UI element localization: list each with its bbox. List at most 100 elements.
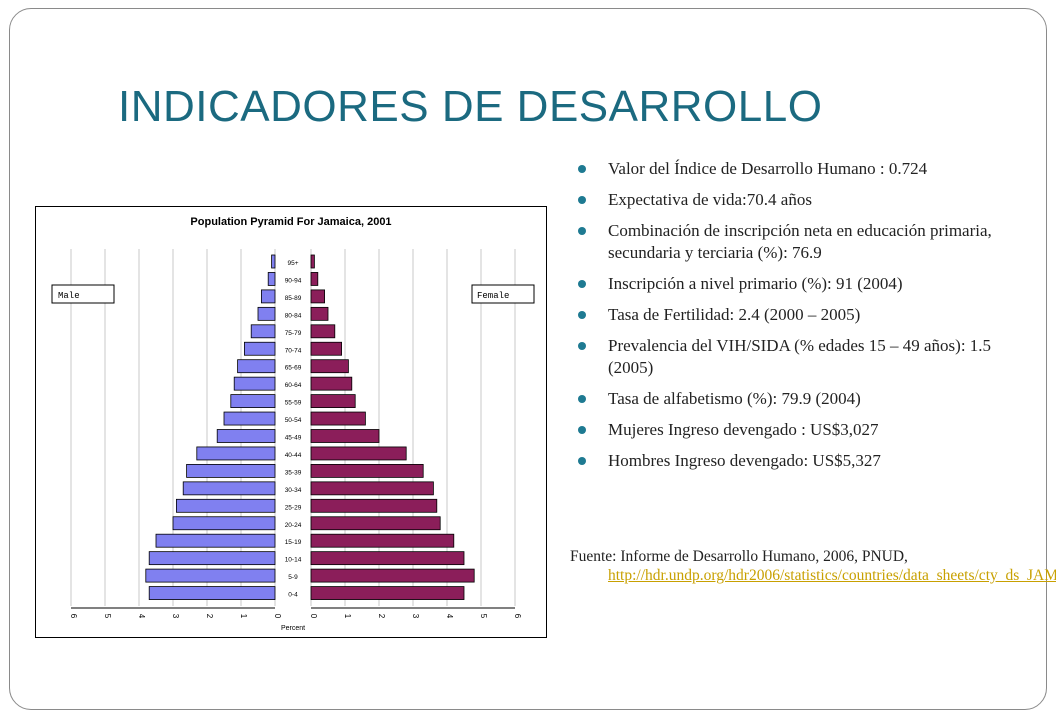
female-bar bbox=[310, 568, 475, 583]
female-bar bbox=[310, 341, 343, 356]
list-item: Tasa de Fertilidad: 2.4 (2000 – 2005) bbox=[570, 304, 1010, 326]
list-item: Prevalencia del VIH/SIDA (% edades 15 – … bbox=[570, 335, 1010, 379]
indicator-list: Valor del Índice de Desarrollo Humano : … bbox=[570, 158, 1010, 481]
bullet-icon bbox=[578, 342, 586, 350]
list-item: Hombres Ingreso devengado: US$5,327 bbox=[570, 450, 1010, 472]
male-bar bbox=[267, 272, 276, 286]
male-tick-label: 6 bbox=[69, 614, 78, 619]
legend-female-box bbox=[471, 284, 535, 304]
age-label: 10-14 bbox=[285, 557, 302, 564]
legend-male-label: Male bbox=[58, 291, 80, 301]
source-link[interactable]: http://hdr.undp.org/hdr2006/statistics/c… bbox=[608, 567, 1056, 584]
male-tick-label: 5 bbox=[103, 614, 112, 619]
male-bar bbox=[260, 289, 276, 304]
female-bar bbox=[310, 446, 407, 461]
age-label: 90-94 bbox=[285, 277, 302, 284]
age-label: 65-69 bbox=[285, 365, 302, 372]
male-bar bbox=[175, 498, 276, 513]
bullet-icon bbox=[578, 395, 586, 403]
male-tick-label: 0 bbox=[273, 614, 282, 619]
list-item: Mujeres Ingreso devengado : US$3,027 bbox=[570, 419, 1010, 441]
list-item: Inscripción a nivel primario (%): 91 (20… bbox=[570, 273, 1010, 295]
age-label: 95+ bbox=[287, 260, 298, 267]
female-bar bbox=[310, 586, 465, 600]
bullet-icon bbox=[578, 227, 586, 235]
female-bar bbox=[310, 516, 441, 531]
female-tick-label: 6 bbox=[513, 614, 522, 619]
age-label: 85-89 bbox=[285, 295, 302, 302]
x-axis-label: Percent bbox=[281, 625, 305, 632]
male-tick-label: 4 bbox=[137, 614, 146, 619]
female-tick-label: 1 bbox=[343, 614, 352, 619]
list-item: Tasa de alfabetismo (%): 79.9 (2004) bbox=[570, 388, 1010, 410]
age-label: 0-4 bbox=[288, 592, 298, 599]
female-bar bbox=[310, 359, 349, 374]
female-bar bbox=[310, 498, 438, 513]
female-bar bbox=[310, 394, 356, 409]
male-bar bbox=[257, 306, 276, 321]
female-bar bbox=[310, 376, 353, 391]
male-bar bbox=[243, 341, 276, 356]
male-bar bbox=[233, 376, 276, 391]
female-bar bbox=[310, 306, 329, 321]
age-label: 25-29 bbox=[285, 504, 302, 511]
female-tick-label: 3 bbox=[411, 614, 420, 619]
female-bar bbox=[310, 551, 465, 566]
list-item: Expectativa de vida:70.4 años bbox=[570, 189, 1010, 211]
bullet-icon bbox=[578, 311, 586, 319]
male-bar bbox=[223, 411, 276, 426]
bullet-icon bbox=[578, 426, 586, 434]
male-bar bbox=[145, 568, 276, 583]
source-prefix: Fuente: Informe de Desarrollo Humano, 20… bbox=[570, 548, 908, 565]
bullet-icon bbox=[578, 165, 586, 173]
age-label: 80-84 bbox=[285, 312, 302, 319]
slide-title: INDICADORES DE DESARROLLO bbox=[118, 82, 823, 131]
age-label: 60-64 bbox=[285, 382, 302, 389]
age-label: 40-44 bbox=[285, 452, 302, 459]
age-label: 5-9 bbox=[288, 574, 298, 581]
population-pyramid-chart: Population Pyramid For Jamaica, 2001 95+ 9… bbox=[35, 206, 547, 638]
list-item: Valor del Índice de Desarrollo Humano : … bbox=[570, 158, 1010, 180]
age-label: 20-24 bbox=[285, 522, 302, 529]
male-bar bbox=[271, 254, 276, 269]
female-bar bbox=[310, 272, 319, 286]
female-bar bbox=[310, 533, 455, 548]
female-tick-label: 4 bbox=[445, 614, 454, 619]
female-tick-label: 5 bbox=[479, 614, 488, 619]
male-bar bbox=[250, 324, 276, 339]
male-bar bbox=[172, 516, 276, 531]
age-label: 70-74 bbox=[285, 347, 302, 354]
female-bar bbox=[310, 254, 315, 269]
male-tick-label: 3 bbox=[171, 614, 180, 619]
male-bar bbox=[216, 429, 276, 443]
pyramid-svg: Population Pyramid For Jamaica, 2001 95+ 9… bbox=[51, 216, 535, 632]
age-label: 50-54 bbox=[285, 417, 302, 424]
list-item: Combinación de inscripción neta en educa… bbox=[570, 220, 1010, 264]
bullet-icon bbox=[578, 457, 586, 465]
legend-male-box bbox=[51, 284, 115, 304]
bullet-icon bbox=[578, 196, 586, 204]
male-bar bbox=[148, 551, 276, 566]
male-bar bbox=[230, 394, 276, 409]
chart-title: Population Pyramid For Jamaica, 2001 bbox=[190, 216, 391, 228]
age-label: 30-34 bbox=[285, 487, 302, 494]
bullet-icon bbox=[578, 280, 586, 288]
male-bar bbox=[182, 481, 276, 496]
female-bar bbox=[310, 289, 326, 304]
age-label: 45-49 bbox=[285, 435, 302, 442]
male-bar bbox=[155, 533, 276, 548]
age-label: 55-59 bbox=[285, 400, 302, 407]
legend-female-label: Female bbox=[477, 291, 509, 301]
female-bar bbox=[310, 324, 336, 339]
age-label: 15-19 bbox=[285, 539, 302, 546]
male-bar bbox=[148, 586, 276, 600]
female-tick-label: 0 bbox=[309, 614, 318, 619]
female-bar bbox=[310, 411, 366, 426]
male-tick-label: 2 bbox=[205, 614, 214, 619]
female-bar bbox=[310, 481, 434, 496]
age-label: 75-79 bbox=[285, 330, 302, 337]
male-bar bbox=[196, 446, 276, 461]
female-tick-label: 2 bbox=[377, 614, 386, 619]
slide-frame bbox=[9, 8, 1047, 710]
male-bar bbox=[237, 359, 276, 374]
